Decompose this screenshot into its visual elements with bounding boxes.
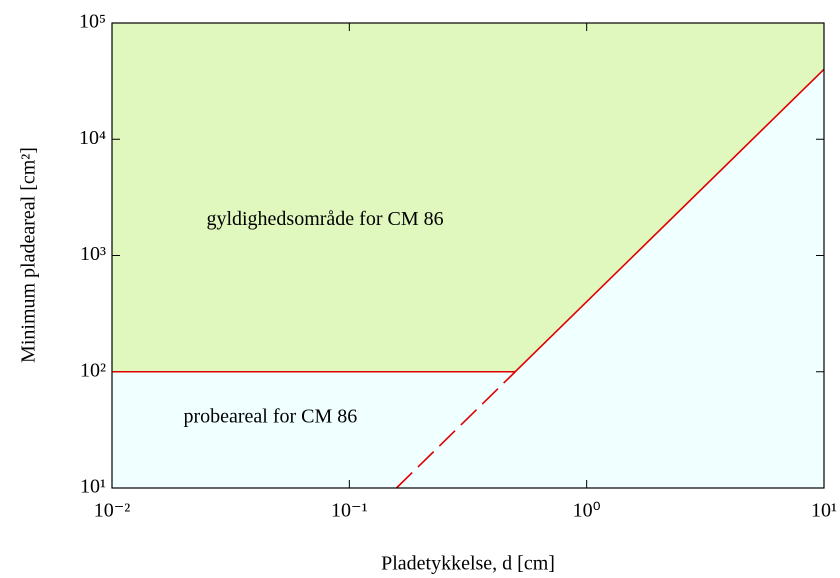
annotation: gyldighedsområde for CM 86 <box>206 208 443 230</box>
x-tick-label: 10¹ <box>811 500 837 522</box>
region-above <box>112 23 824 372</box>
y-tick-label: 10¹ <box>80 476 106 498</box>
line <box>395 371 516 489</box>
plot-frame <box>111 22 825 489</box>
x-tick-label: 10⁻² <box>94 500 131 522</box>
y-tick-label: 10² <box>80 359 106 381</box>
x-tick-label: 10⁻¹ <box>331 500 368 522</box>
x-tick-label: 10⁰ <box>573 500 601 522</box>
y-tick-label: 10⁵ <box>79 11 106 33</box>
region-below <box>112 69 824 488</box>
y-tick-label: 10⁴ <box>79 127 106 149</box>
y-axis-label: Minimum pladeareal [cm²] <box>18 147 40 363</box>
annotation: probeareal for CM 86 <box>183 406 357 428</box>
x-axis-label: Pladetykkelse, d [cm] <box>381 553 555 575</box>
y-tick-label: 10³ <box>80 243 106 265</box>
